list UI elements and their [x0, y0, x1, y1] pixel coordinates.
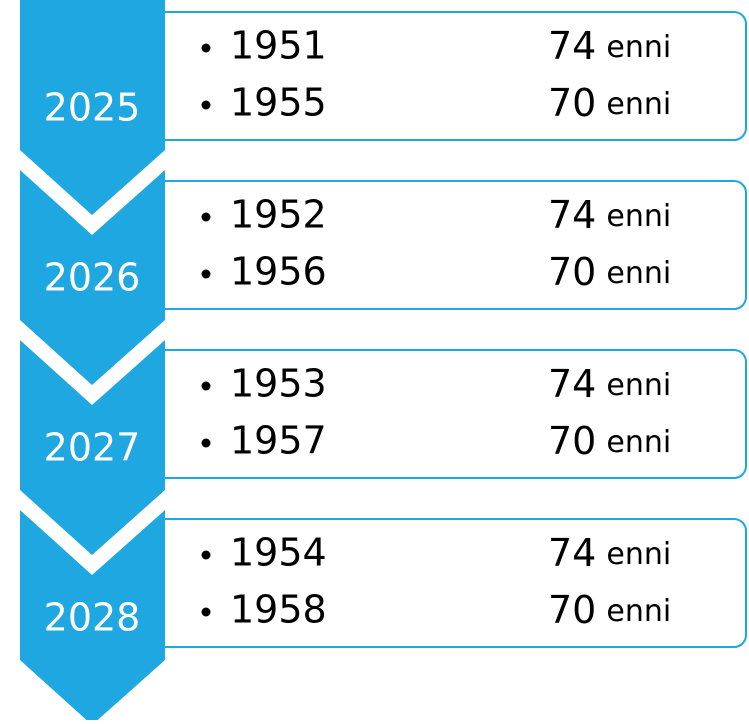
age-number: 74 [548, 531, 596, 575]
birth-year: 1951 [230, 24, 327, 68]
age-unit: enni [606, 30, 671, 65]
age-text: 70 enni [548, 419, 671, 463]
age-unit: enni [606, 87, 671, 122]
bullet [201, 43, 211, 53]
age-unit: enni [606, 368, 671, 403]
age-unit: enni [606, 425, 671, 460]
birth-year: 1957 [230, 419, 327, 463]
birth-year: 1955 [230, 81, 327, 125]
bullet [201, 607, 211, 617]
step-label: 2028 [44, 596, 141, 640]
age-number: 74 [548, 24, 596, 68]
birth-year: 1956 [230, 250, 327, 294]
age-number: 70 [548, 81, 596, 125]
age-number: 70 [548, 419, 596, 463]
step-label: 2025 [44, 86, 141, 130]
age-number: 70 [548, 250, 596, 294]
bullet [201, 100, 211, 110]
birth-year: 1958 [230, 588, 327, 632]
age-text: 74 enni [548, 362, 671, 406]
age-text: 74 enni [548, 531, 671, 575]
bullet [201, 269, 211, 279]
age-text: 70 enni [548, 588, 671, 632]
age-number: 70 [548, 588, 596, 632]
chevron [20, 170, 165, 385]
age-unit: enni [606, 256, 671, 291]
chevron [20, 510, 165, 724]
age-text: 74 enni [548, 193, 671, 237]
bullet [201, 212, 211, 222]
birth-year: 1954 [230, 531, 327, 575]
age-text: 70 enni [548, 81, 671, 125]
chevron [20, 340, 165, 555]
age-unit: enni [606, 537, 671, 572]
age-number: 74 [548, 193, 596, 237]
chevron [20, 0, 165, 215]
age-unit: enni [606, 594, 671, 629]
age-text: 70 enni [548, 250, 671, 294]
bullet [201, 381, 211, 391]
age-number: 74 [548, 362, 596, 406]
birth-year: 1952 [230, 193, 327, 237]
step-label: 2026 [44, 256, 141, 300]
bullet [201, 550, 211, 560]
age-text: 74 enni [548, 24, 671, 68]
age-unit: enni [606, 199, 671, 234]
birth-year: 1953 [230, 362, 327, 406]
step-label: 2027 [44, 426, 141, 470]
bullet [201, 438, 211, 448]
